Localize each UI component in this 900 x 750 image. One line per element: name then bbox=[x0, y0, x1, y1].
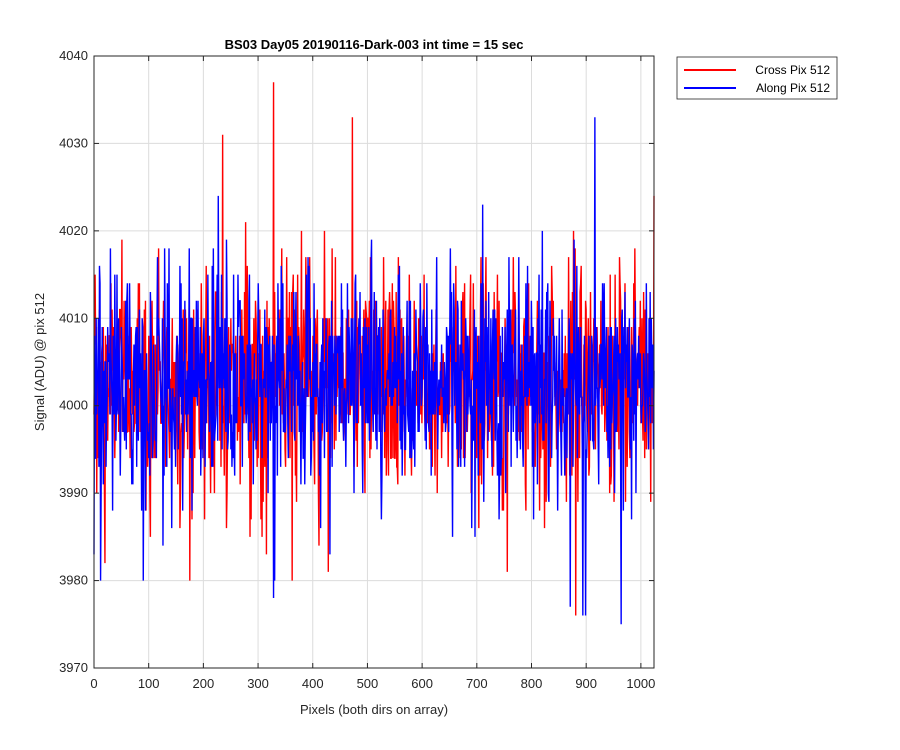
ticks: 0 100 200 300 400 500 600 700 800 900 1000 3970 3980… bbox=[59, 48, 655, 691]
y-axis-label: Signal (ADU) @ pix 512 bbox=[32, 293, 47, 431]
x-tick-label: 1000 bbox=[626, 676, 655, 691]
x-axis-label: Pixels (both dirs on array) bbox=[300, 702, 448, 717]
legend: Cross Pix 512 Along Pix 512 bbox=[676, 56, 838, 100]
y-tick-label: 3980 bbox=[59, 573, 88, 588]
x-tick-label: 100 bbox=[138, 676, 160, 691]
plot-frame bbox=[93, 55, 655, 669]
x-tick-label: 900 bbox=[575, 676, 597, 691]
x-tick-label: 700 bbox=[466, 676, 488, 691]
y-tick-label: 4040 bbox=[59, 48, 88, 63]
chart-title: BS03 Day05 20190116-Dark-003 int time = … bbox=[225, 37, 524, 52]
y-tick-label: 4030 bbox=[59, 135, 88, 150]
y-tick-label: 3970 bbox=[59, 660, 88, 675]
legend-label-along: Along Pix 512 bbox=[756, 81, 830, 95]
x-tick-label: 300 bbox=[247, 676, 269, 691]
x-tick-label: 400 bbox=[302, 676, 324, 691]
y-tick-label: 4000 bbox=[59, 398, 88, 413]
x-tick-label: 800 bbox=[521, 676, 543, 691]
y-tick-label: 3990 bbox=[59, 485, 88, 500]
series-line-along-pix-512 bbox=[93, 117, 655, 625]
y-tick-label: 4010 bbox=[59, 310, 88, 325]
y-tick-label: 4020 bbox=[59, 223, 88, 238]
series-group bbox=[93, 82, 655, 625]
legend-box bbox=[676, 56, 838, 100]
x-tick-label: 0 bbox=[90, 676, 97, 691]
x-tick-label: 500 bbox=[357, 676, 379, 691]
x-tick-label: 200 bbox=[193, 676, 215, 691]
x-tick-label: 600 bbox=[411, 676, 433, 691]
legend-label-cross: Cross Pix 512 bbox=[755, 63, 830, 77]
